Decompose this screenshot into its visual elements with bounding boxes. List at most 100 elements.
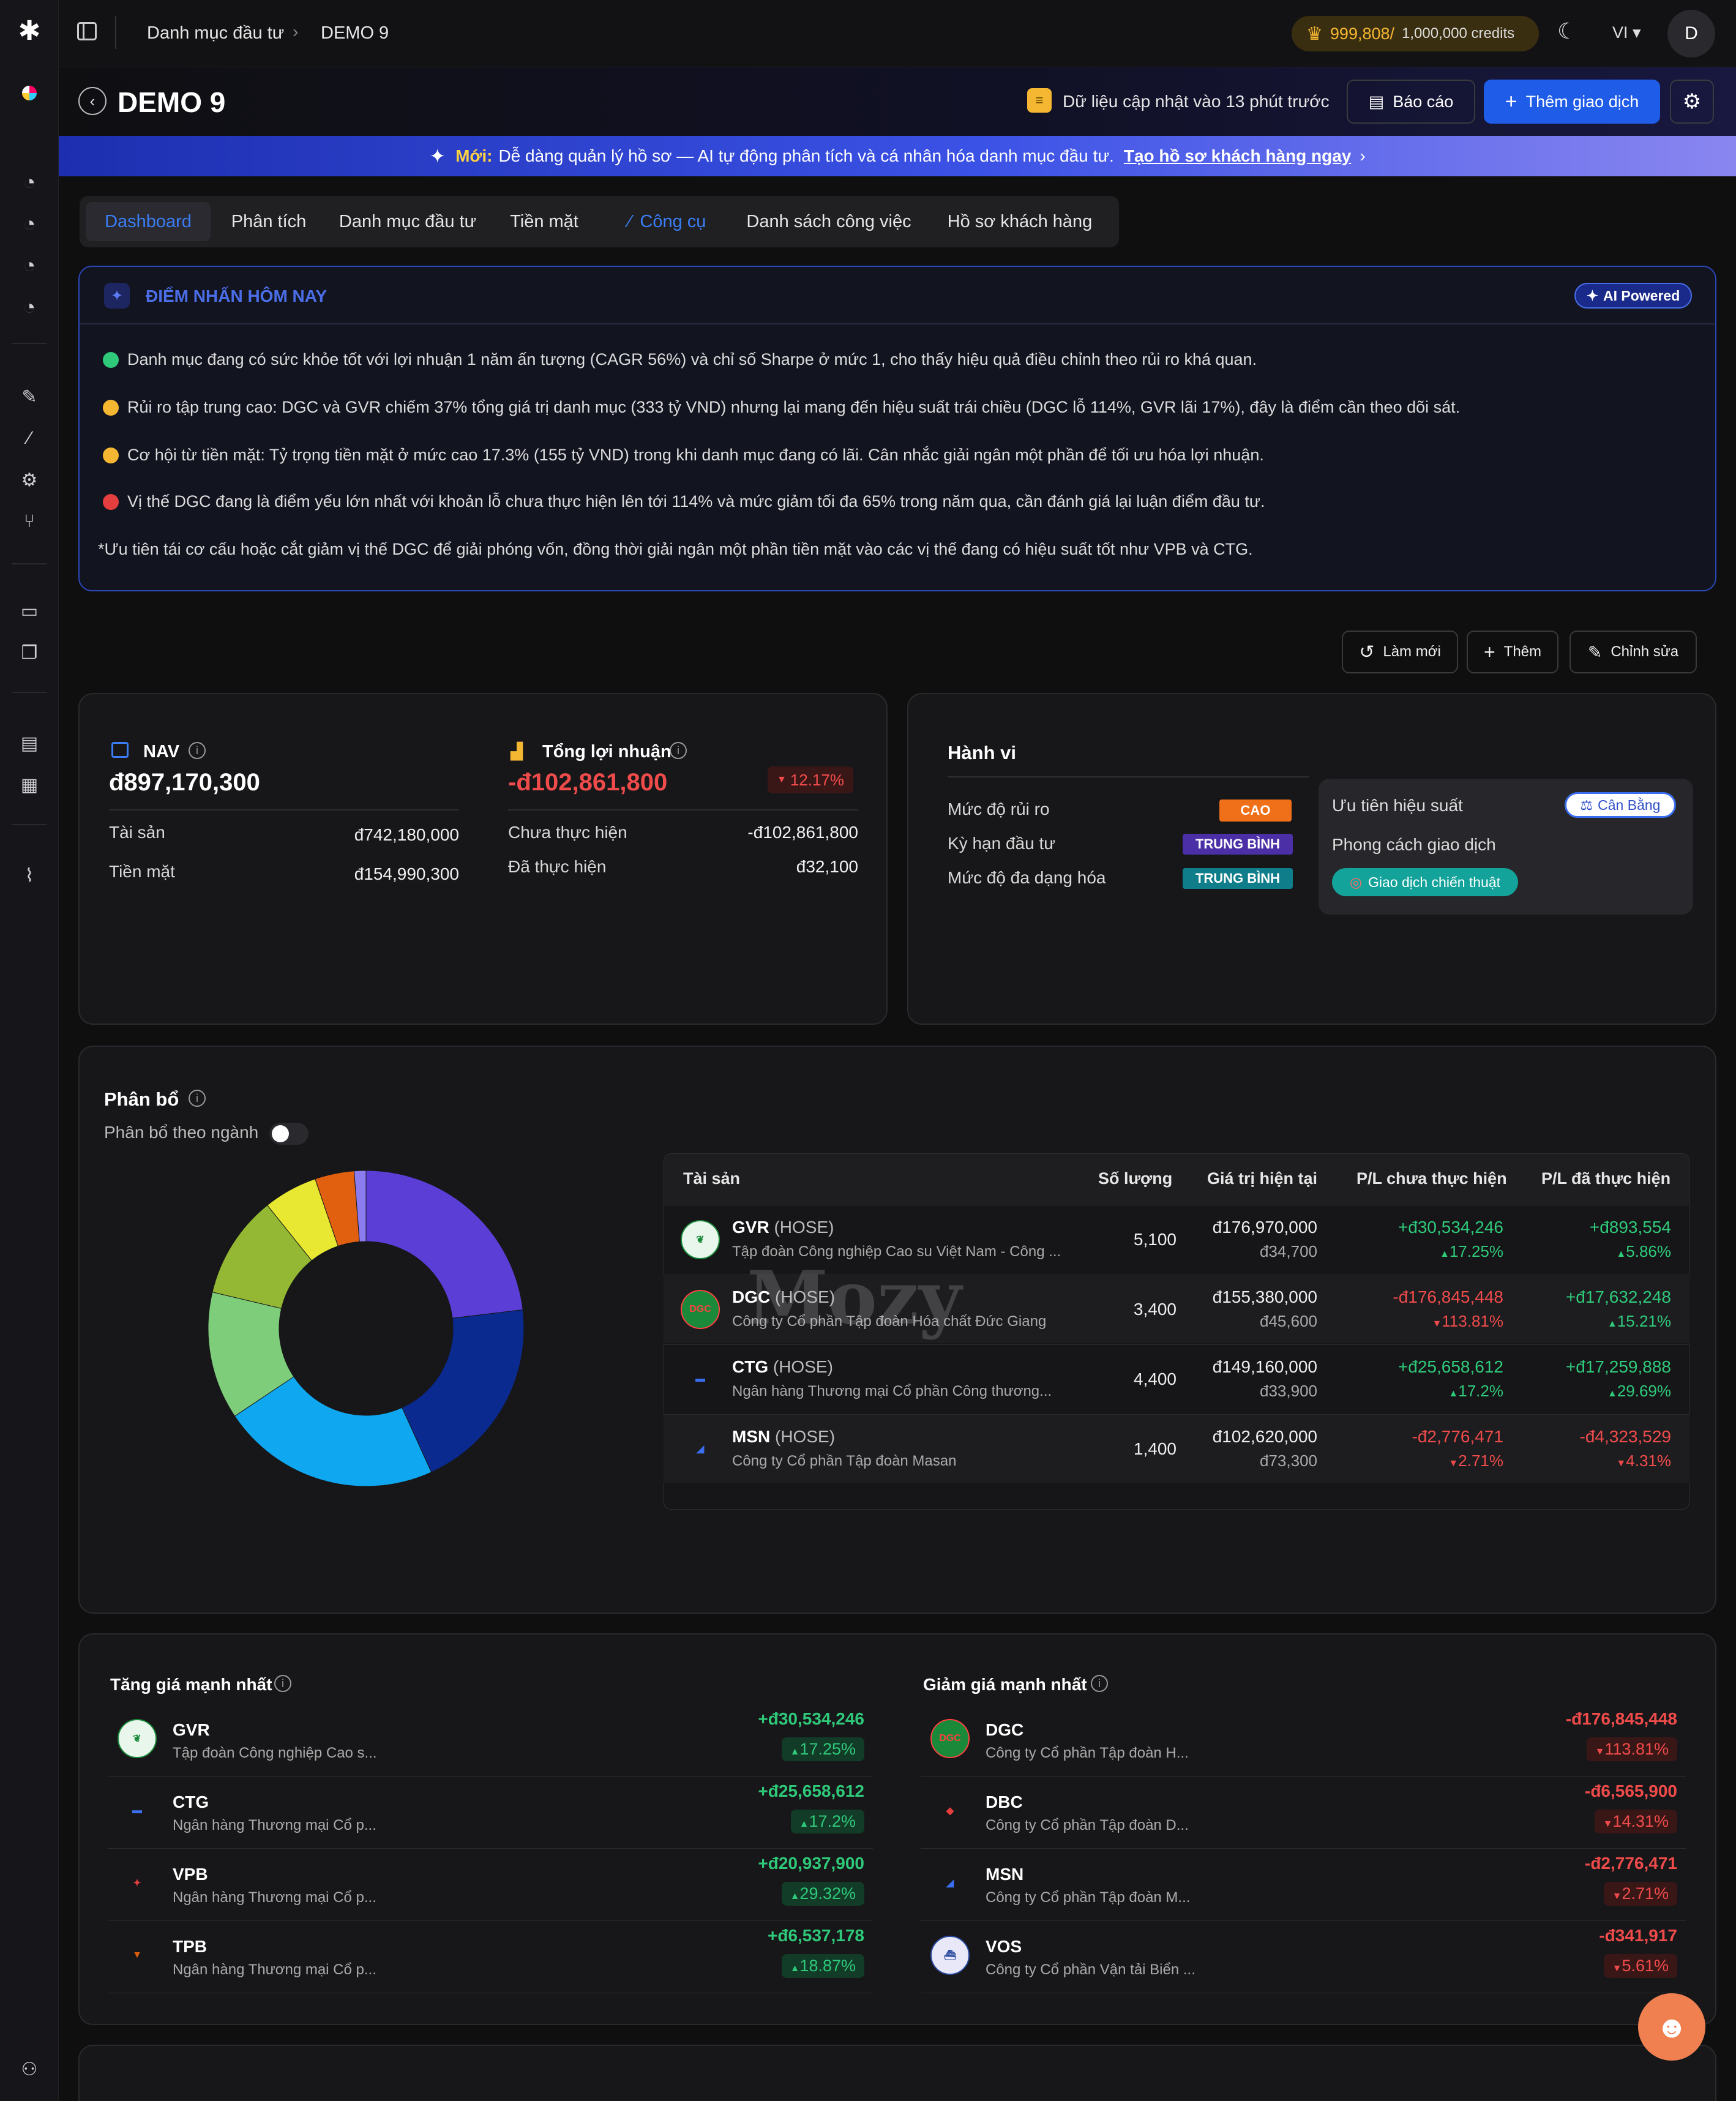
ticker[interactable]: DGC: [732, 1287, 771, 1306]
tab-dashboard[interactable]: Dashboard: [86, 202, 211, 241]
users-icon[interactable]: ⚇: [21, 2059, 38, 2080]
col-current-value[interactable]: Giá trị hiện tại: [1207, 1169, 1318, 1188]
col-realized-pl[interactable]: P/L đã thực hiện: [1541, 1169, 1671, 1188]
magic-wand-icon[interactable]: ⁄: [28, 428, 31, 448]
credits-pill[interactable]: ♛ 999,808/ 1,000,000 credits: [1292, 16, 1539, 51]
documents-icon[interactable]: ❐: [21, 642, 38, 663]
change-value: -đ6,565,900: [1585, 1781, 1677, 1800]
ticker[interactable]: MSN: [732, 1427, 771, 1446]
insight-item: Rủi ro tập trung cao: DGC và GVR chiếm 3…: [103, 398, 1460, 417]
breadcrumb-root[interactable]: Danh mục đầu tư: [147, 23, 285, 43]
status-dot: [103, 399, 119, 416]
mover-item[interactable]: ❦ GVR Tập đoàn Công nghiệp Cao s... +đ30…: [108, 1704, 873, 1777]
branch-icon[interactable]: ⑂: [24, 511, 35, 531]
avatar[interactable]: D: [1667, 10, 1715, 58]
chatbot-robot-icon[interactable]: ☻: [1638, 1993, 1705, 2061]
robot-icon[interactable]: ⚙: [21, 470, 38, 490]
clock-icon[interactable]: ◔: [23, 253, 36, 277]
add-widget-button[interactable]: + Thêm: [1467, 631, 1558, 673]
briefcase-icon[interactable]: ▭: [20, 601, 39, 621]
info-icon[interactable]: i: [670, 742, 687, 759]
edit-icon[interactable]: ✎: [21, 386, 37, 407]
style-badge: ◎ Giao dịch chiến thuật: [1332, 868, 1518, 896]
mover-item[interactable]: DGC DGC Công ty Cổ phần Tập đoàn H... -đ…: [921, 1704, 1686, 1777]
table-row[interactable]: DGC DGC (HOSE) Công ty Cổ phần Tập đoàn …: [664, 1275, 1689, 1343]
avatar-icon[interactable]: [17, 81, 42, 105]
realized-pct: ▲15.21%: [1607, 1312, 1671, 1331]
tab-client-profile[interactable]: Hồ sơ khách hàng: [947, 211, 1093, 231]
table-row[interactable]: ❦ GVR (HOSE) Tập đoàn Công nghiệp Cao su…: [664, 1205, 1689, 1273]
clock-icon[interactable]: ◔: [23, 170, 36, 194]
table-row[interactable]: ◢ MSN (HOSE) Công ty Cổ phần Tập đoàn Ma…: [664, 1414, 1689, 1483]
col-asset[interactable]: Tài sản: [683, 1169, 741, 1188]
tab-cash[interactable]: Tiền mặt: [510, 211, 578, 231]
clock-icon[interactable]: ◔: [23, 212, 36, 236]
cash-label: Tiền mặt: [109, 862, 175, 881]
file-icon[interactable]: ▦: [20, 774, 39, 795]
report-button[interactable]: ▤ Báo cáo: [1347, 80, 1475, 124]
sidebar-toggle-icon[interactable]: [77, 22, 97, 40]
caret-up-icon: ▲: [1439, 1249, 1450, 1259]
settings-gear-icon[interactable]: ⚙: [1670, 80, 1714, 124]
target-icon: ◎: [1349, 874, 1362, 890]
company-name: Công ty Cổ phần Tập đoàn H...: [986, 1745, 1189, 1761]
moon-icon[interactable]: ☾: [1557, 18, 1577, 43]
ticker[interactable]: CTG: [732, 1357, 769, 1376]
language-select[interactable]: VI ▾: [1612, 23, 1641, 42]
company-name: Tập đoàn Công nghiệp Cao su Việt Nam - C…: [732, 1243, 1061, 1260]
breadcrumb-current[interactable]: DEMO 9: [321, 23, 389, 43]
info-icon[interactable]: i: [189, 1090, 206, 1107]
donut-slice[interactable]: [234, 1376, 432, 1487]
tab-analysis[interactable]: Phân tích: [231, 211, 307, 231]
profit-value: -đ102,861,800: [508, 769, 668, 796]
info-icon[interactable]: i: [274, 1675, 291, 1692]
edit-layout-button[interactable]: ✎ Chỉnh sửa: [1570, 631, 1697, 673]
sparkle-icon: ✦: [104, 283, 130, 309]
risk-label: Mức độ rủi ro: [948, 800, 1050, 818]
company-name: Công ty Cổ phần Tập đoàn Masan: [732, 1453, 957, 1469]
tab-tools[interactable]: ⁄ Công cụ: [607, 202, 727, 241]
info-icon[interactable]: i: [1091, 1675, 1108, 1692]
mover-item[interactable]: ✦ VPB Ngân hàng Thương mại Cổ p... +đ20,…: [108, 1849, 873, 1921]
info-icon[interactable]: i: [189, 742, 206, 759]
app-logo-icon[interactable]: ✱: [18, 15, 41, 46]
refresh-button[interactable]: ↺ Làm mới: [1342, 631, 1458, 673]
crown-icon: ♛: [1306, 23, 1323, 44]
back-icon[interactable]: ‹: [78, 87, 107, 115]
donut-slice[interactable]: [402, 1309, 525, 1473]
mover-item[interactable]: ◢ MSN Công ty Cổ phần Tập đoàn M... -đ2,…: [921, 1849, 1686, 1921]
rss-icon[interactable]: ⌇: [24, 865, 34, 886]
col-unrealized-pl[interactable]: P/L chưa thực hiện: [1356, 1169, 1507, 1188]
tab-task-list[interactable]: Danh sách công việc: [746, 211, 911, 231]
clock-icon[interactable]: ◔: [23, 295, 36, 319]
caret-up-icon: ▲: [790, 1891, 800, 1901]
table-row[interactable]: ▬ CTG (HOSE) Ngân hàng Thương mại Cổ phầ…: [664, 1344, 1689, 1413]
history-icon: ↺: [1359, 642, 1375, 662]
movers-card: Tăng giá mạnh nhất i Giảm giá mạnh nhất …: [78, 1633, 1716, 2025]
mover-item[interactable]: ▼ TPB Ngân hàng Thương mại Cổ p... +đ6,5…: [108, 1921, 873, 1993]
chart-icon[interactable]: ▤: [20, 733, 39, 754]
term-label: Kỳ hạn đầu tư: [948, 834, 1055, 853]
add-trade-button[interactable]: + Thêm giao dịch: [1484, 80, 1660, 124]
donut-slice[interactable]: [365, 1170, 523, 1319]
banner-link[interactable]: Tạo hồ sơ khách hàng ngay: [1123, 146, 1352, 165]
ticker: TPB: [173, 1937, 207, 1956]
report-label: Báo cáo: [1393, 92, 1454, 111]
cash-value: đ154,990,300: [354, 864, 459, 883]
ticker-logo-icon: ❦: [118, 1719, 157, 1758]
sidebar: ✱ ◔ ◔ ◔ ◔ ✎ ⁄ ⚙ ⑂ ▭ ❐ ▤ ▦ ⌇ ⚇: [0, 0, 59, 2101]
ticker[interactable]: GVR: [732, 1218, 769, 1237]
mover-item[interactable]: ▬ CTG Ngân hàng Thương mại Cổ p... +đ25,…: [108, 1777, 873, 1849]
plus-icon: +: [1483, 640, 1495, 663]
col-quantity[interactable]: Số lượng: [1098, 1169, 1173, 1188]
announcement-banner: ✦ Mới: Dễ dàng quản lý hồ sơ — AI tự độn…: [59, 136, 1736, 176]
realized-label: Đã thực hiện: [508, 857, 607, 876]
pencil-icon: ✎: [1587, 642, 1603, 662]
tab-portfolio[interactable]: Danh mục đầu tư: [339, 211, 477, 231]
mover-item[interactable]: ⛴ VOS Công ty Cổ phần Vận tải Biển ... -…: [921, 1921, 1686, 1993]
donut-slice[interactable]: [353, 1170, 367, 1242]
sector-toggle[interactable]: [269, 1123, 309, 1145]
insight-text: Vị thế DGC đang là điểm yếu lớn nhất với…: [127, 492, 1265, 511]
current-price: đ33,900: [1260, 1382, 1317, 1400]
mover-item[interactable]: ◆ DBC Công ty Cổ phần Tập đoàn D... -đ6,…: [921, 1777, 1686, 1849]
